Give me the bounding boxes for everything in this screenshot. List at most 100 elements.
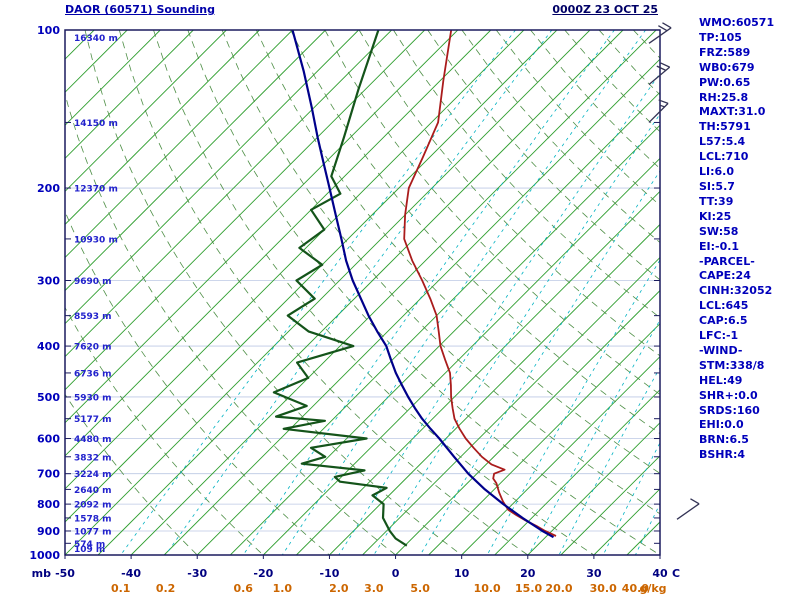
sounding-traces xyxy=(272,30,557,547)
svg-text:900: 900 xyxy=(37,525,60,538)
svg-text:20: 20 xyxy=(520,567,536,580)
stat-line: STM:338/8 xyxy=(699,358,765,372)
svg-text:5177 m: 5177 m xyxy=(74,415,112,425)
svg-text:2092 m: 2092 m xyxy=(74,501,112,511)
svg-text:9690 m: 9690 m xyxy=(74,277,112,287)
svg-text:g/kg: g/kg xyxy=(639,582,666,595)
stat-line: EI:-0.1 xyxy=(699,239,740,253)
svg-text:0.6: 0.6 xyxy=(233,582,253,595)
height-labels: 16340 m 14150 m 12370 m 10930 m 9690 m 8593 m… xyxy=(65,29,660,556)
svg-text:14150 m: 14150 m xyxy=(74,119,118,129)
svg-text:700: 700 xyxy=(37,468,60,481)
stat-line: CAPE:24 xyxy=(699,269,751,283)
temperature-trace xyxy=(403,30,557,537)
stat-line: SRDS:160 xyxy=(699,403,760,417)
svg-text:12370 m: 12370 m xyxy=(74,185,118,195)
svg-text:6736 m: 6736 m xyxy=(74,369,112,379)
svg-text:16340 m: 16340 m xyxy=(74,34,118,44)
mixing-ratio-lines xyxy=(120,30,660,555)
svg-text:200: 200 xyxy=(37,182,60,195)
svg-text:20.0: 20.0 xyxy=(545,582,572,595)
svg-text:0.2: 0.2 xyxy=(156,582,176,595)
svg-text:0.1: 0.1 xyxy=(111,582,131,595)
svg-text:500: 500 xyxy=(37,391,60,404)
svg-text:15.0: 15.0 xyxy=(515,582,542,595)
svg-text:4480 m: 4480 m xyxy=(74,435,112,445)
pressure-axis-labels: 100 200 300 400 500 600 700 800 900 1000 xyxy=(29,24,60,562)
stat-line: SHR+:0.0 xyxy=(699,388,758,402)
svg-text:-10: -10 xyxy=(320,567,340,580)
mixing-ratio-axis-labels: 0.1 0.2 0.6 1.0 2.0 3.0 5.0 10.0 15.0 20.0 30.0 40.… xyxy=(111,582,667,595)
stat-line: SI:5.7 xyxy=(699,179,735,193)
stat-line: L57:5.4 xyxy=(699,135,746,149)
svg-text:2640 m: 2640 m xyxy=(74,486,112,496)
chart-title: DAOR (60571) Sounding xyxy=(65,3,215,16)
svg-text:2.0: 2.0 xyxy=(329,582,349,595)
stat-line: RH:25.8 xyxy=(699,90,749,104)
svg-text:1578 m: 1578 m xyxy=(74,514,112,524)
svg-text:400: 400 xyxy=(37,340,60,353)
stat-line: BSHR:4 xyxy=(699,448,746,462)
stat-line: LFC:-1 xyxy=(699,329,739,343)
svg-text:109 m: 109 m xyxy=(74,545,105,555)
chart-datetime: 0000Z 23 OCT 25 xyxy=(552,3,658,16)
stat-line: TP:105 xyxy=(699,30,742,44)
wind-barbs xyxy=(648,22,700,520)
svg-text:5930 m: 5930 m xyxy=(74,393,112,403)
isotherm-lines xyxy=(65,30,660,555)
svg-text:10930 m: 10930 m xyxy=(74,235,118,245)
svg-text:3.0: 3.0 xyxy=(364,582,384,595)
dry-adiabat-lines xyxy=(65,30,660,555)
svg-text:C: C xyxy=(672,567,680,580)
svg-text:0: 0 xyxy=(392,567,400,580)
dewpoint-trace xyxy=(272,30,408,547)
svg-text:1077 m: 1077 m xyxy=(74,527,112,537)
svg-text:10.0: 10.0 xyxy=(474,582,501,595)
svg-text:5.0: 5.0 xyxy=(410,582,430,595)
stat-line: PW:0.65 xyxy=(699,75,751,89)
stat-line: CAP:6.5 xyxy=(699,314,748,328)
svg-text:mb: mb xyxy=(32,567,51,580)
svg-text:30: 30 xyxy=(586,567,602,580)
svg-text:7620 m: 7620 m xyxy=(74,343,112,353)
stat-line: LCL:645 xyxy=(699,299,749,313)
pressure-gridlines xyxy=(65,30,660,555)
svg-text:100: 100 xyxy=(37,24,60,37)
stat-line: WMO:60571 xyxy=(699,16,775,29)
svg-text:800: 800 xyxy=(37,498,60,511)
svg-text:-20: -20 xyxy=(253,567,273,580)
stat-line: TT:39 xyxy=(699,194,734,208)
parcel-trace xyxy=(291,30,555,539)
svg-text:40.0: 40.0 xyxy=(622,582,649,595)
stat-line: BRN:6.5 xyxy=(699,433,749,447)
svg-text:-40: -40 xyxy=(121,567,141,580)
svg-text:8593 m: 8593 m xyxy=(74,312,112,322)
svg-text:3224 m: 3224 m xyxy=(74,470,112,480)
stat-line: LI:6.0 xyxy=(699,165,734,179)
stats-panel: WMO:60571 TP:105 FRZ:589 WB0:679 PW:0.65 RH:2… xyxy=(699,16,774,463)
svg-text:574 m: 574 m xyxy=(74,540,105,550)
stat-line: TH:5791 xyxy=(699,120,751,134)
stat-line: EHI:0.0 xyxy=(699,418,744,432)
svg-text:300: 300 xyxy=(37,274,60,287)
svg-text:600: 600 xyxy=(37,433,60,446)
stat-line: SW:58 xyxy=(699,224,739,238)
svg-text:1.0: 1.0 xyxy=(273,582,293,595)
svg-text:-50: -50 xyxy=(55,567,75,580)
svg-text:10: 10 xyxy=(454,567,470,580)
temp-axis-labels: mb -50 -40 -30 -20 -10 0 10 20 30 40 C xyxy=(32,555,680,580)
stat-line: MAXT:31.0 xyxy=(699,105,766,119)
svg-text:30.0: 30.0 xyxy=(590,582,617,595)
svg-text:1000: 1000 xyxy=(29,549,60,562)
stat-line: FRZ:589 xyxy=(699,45,751,59)
svg-text:-30: -30 xyxy=(187,567,207,580)
stat-line: -WIND- xyxy=(699,343,743,357)
stat-line: -PARCEL- xyxy=(699,254,755,268)
svg-text:3832 m: 3832 m xyxy=(74,453,112,463)
stat-line: CINH:32052 xyxy=(699,284,773,298)
stat-line: LCL:710 xyxy=(699,150,749,164)
svg-text:40: 40 xyxy=(652,567,668,580)
stat-line: KI:25 xyxy=(699,209,732,223)
